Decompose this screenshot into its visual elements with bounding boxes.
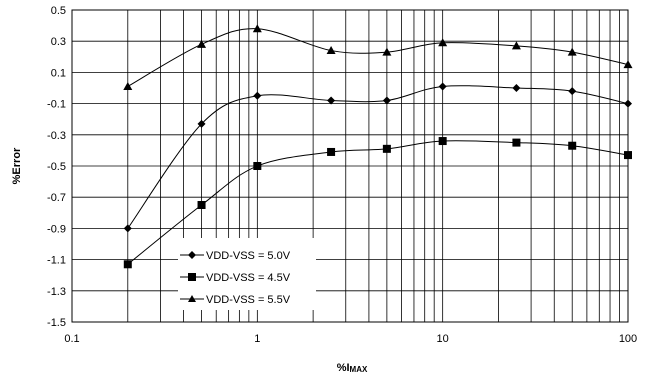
- y-tick-label: -0.3: [47, 130, 66, 142]
- data-point-square: [123, 260, 132, 269]
- series-group: [123, 24, 633, 269]
- x-tick-label: 1: [254, 333, 260, 345]
- data-point-triangle: [326, 46, 336, 55]
- y-tick-label: -0.1: [47, 99, 66, 111]
- y-axis-title: %Error: [11, 147, 23, 184]
- data-point-square: [568, 141, 577, 150]
- legend-label-4v5: VDD-VSS = 4.5V: [206, 272, 291, 284]
- y-tick-label: 0.1: [51, 67, 66, 79]
- grid: [71, 9, 628, 323]
- data-point-square: [382, 144, 391, 153]
- data-point-diamond: [438, 82, 447, 91]
- y-tick-label: -1.3: [47, 286, 66, 298]
- plot-frame: [71, 9, 629, 323]
- x-axis-title: %IMAX: [337, 362, 368, 374]
- data-point-diamond: [123, 224, 132, 233]
- legend-label-5v5: VDD-VSS = 5.5V: [206, 294, 291, 306]
- y-tick-label: -1.5: [47, 317, 66, 329]
- data-point-triangle: [252, 24, 262, 33]
- legend-item-5v0: VDD-VSS = 5.0V: [180, 250, 291, 262]
- legend-box: [178, 238, 316, 310]
- x-axis-title-main: %I: [337, 362, 350, 374]
- y-tick-label: 0.5: [51, 5, 66, 17]
- data-point-square: [253, 162, 262, 170]
- x-tick-label: 10: [437, 333, 449, 345]
- x-axis-title-sub: MAX: [350, 365, 368, 374]
- legend-label-5v0: VDD-VSS = 5.0V: [206, 250, 291, 262]
- data-point-square: [327, 147, 336, 156]
- legend-marker-square: [188, 273, 196, 281]
- legend-item-4v5: VDD-VSS = 4.5V: [180, 272, 291, 284]
- legend: VDD-VSS = 5.0V VDD-VSS = 4.5V VDD-VSS = …: [178, 238, 316, 310]
- data-point-diamond: [327, 96, 336, 105]
- data-point-square: [197, 201, 206, 209]
- data-point-triangle: [382, 47, 392, 56]
- data-point-triangle: [123, 81, 133, 90]
- y-tick-label: -1.1: [47, 255, 66, 267]
- data-point-triangle: [567, 47, 577, 56]
- data-point-diamond: [624, 99, 632, 108]
- data-point-diamond: [197, 119, 206, 128]
- tick-labels: 0.5 0.3 0.1 -0.1 -0.3 -0.5 -0.7 -0.9 -1.1 -1.3 -1.…: [47, 5, 637, 345]
- y-tick-label: -0.9: [47, 223, 66, 235]
- x-tick-label: 100: [619, 333, 637, 345]
- y-tick-label: -0.5: [47, 161, 66, 173]
- data-point-triangle: [197, 39, 207, 48]
- legend-item-5v5: VDD-VSS = 5.5V: [180, 294, 291, 306]
- data-point-square: [438, 137, 447, 146]
- data-point-triangle: [511, 41, 521, 50]
- legend-marker-diamond: [188, 251, 196, 259]
- series-line-triangle: [127, 28, 629, 87]
- data-point-diamond: [382, 96, 391, 105]
- x-tick-label: 0.1: [64, 333, 79, 345]
- data-point-diamond: [568, 87, 577, 96]
- data-point-diamond: [253, 91, 262, 100]
- y-tick-label: -0.7: [47, 192, 66, 204]
- data-point-square: [512, 138, 521, 147]
- legend-marker-triangle: [188, 295, 196, 302]
- data-point-diamond: [512, 84, 521, 92]
- data-point-triangle: [623, 60, 633, 69]
- data-point-triangle: [438, 38, 448, 47]
- y-tick-label: 0.3: [51, 36, 66, 48]
- data-point-square: [624, 151, 632, 160]
